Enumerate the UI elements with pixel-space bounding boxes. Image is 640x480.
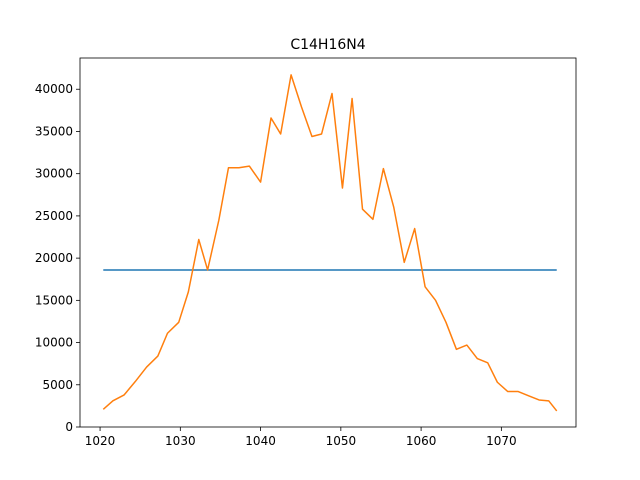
axes-layer: 1020 1030 1040 1050 1060 1070 0 5000 10000 15000 2… — [35, 57, 577, 448]
y-tick-label: 25000 — [35, 209, 73, 223]
chart-title: C14H16N4 — [290, 37, 365, 53]
x-tick-label: 1070 — [486, 434, 517, 448]
x-tick-label: 1060 — [406, 434, 437, 448]
y-tick-label: 30000 — [35, 167, 73, 181]
x-tick-label: 1040 — [245, 434, 276, 448]
x-tick-label: 1030 — [165, 434, 196, 448]
y-tick-label: 0 — [65, 420, 73, 434]
plot-frame — [79, 57, 577, 428]
series-layer — [102, 74, 558, 412]
y-tick-label: 5000 — [42, 378, 73, 392]
series-line-2 — [102, 74, 558, 412]
x-tick-label: 1050 — [326, 434, 357, 448]
x-tick-label: 1020 — [85, 434, 116, 448]
y-tick-label: 20000 — [35, 251, 73, 265]
y-tick-label: 10000 — [35, 336, 73, 350]
y-tick-label: 40000 — [35, 82, 73, 96]
y-tick-label: 15000 — [35, 293, 73, 307]
y-tick-label: 35000 — [35, 124, 73, 138]
